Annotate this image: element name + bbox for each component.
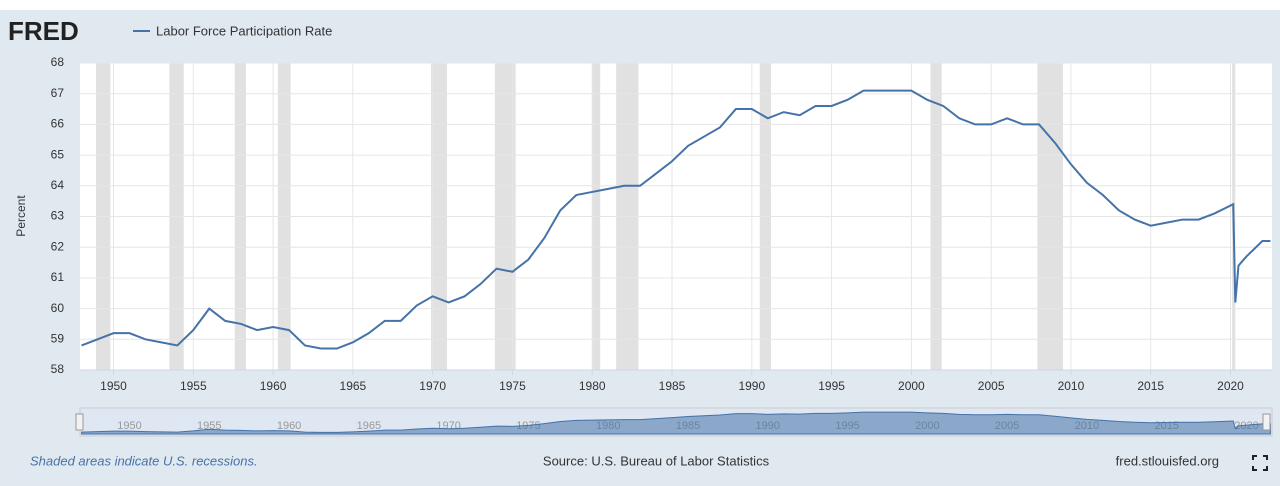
y-tick-label: 67 [51,86,65,100]
logo: FRED [8,16,79,46]
x-tick-label: 2010 [1058,379,1085,393]
x-tick-label: 2020 [1217,379,1244,393]
navigator-area [81,411,1271,435]
navigator-label: 1950 [117,420,141,432]
y-tick-label: 68 [51,55,65,69]
x-tick-label: 1950 [100,379,127,393]
x-tick-label: 2005 [978,379,1005,393]
x-tick-label: 1975 [499,379,526,393]
x-tick-label: 1960 [260,379,287,393]
navigator-label: 1960 [277,420,301,432]
site-url: fred.stlouisfed.org [1116,453,1219,468]
navigator-label: 1955 [197,420,221,432]
x-tick-label: 1970 [419,379,446,393]
x-tick-label: 1995 [818,379,845,393]
x-tick-label: 1955 [180,379,207,393]
x-tick-label: 1980 [579,379,606,393]
y-tick-label: 58 [51,362,65,376]
top-bar [0,0,1280,10]
y-tick-label: 66 [51,117,65,131]
y-tick-label: 62 [51,239,65,253]
x-tick-label: 1990 [738,379,765,393]
legend-label: Labor Force Participation Rate [156,23,332,38]
x-tick-label: 2015 [1137,379,1164,393]
navigator-label: 1965 [357,420,381,432]
x-tick-label: 1965 [340,379,367,393]
y-tick-label: 60 [51,301,65,315]
y-tick-label: 64 [51,178,65,192]
recession-note: Shaded areas indicate U.S. recessions. [30,453,258,468]
fullscreen-icon [1252,455,1268,471]
y-tick-label: 63 [51,209,65,223]
data-line [81,89,1271,350]
source: Source: U.S. Bureau of Labor Statistics [543,453,770,468]
navigator-handle [75,413,84,431]
y-tick-label: 61 [51,270,65,284]
y-tick-label: 59 [51,331,65,345]
y-tick-label: 65 [51,147,65,161]
x-tick-label: 2000 [898,379,925,393]
navigator-handle [1262,413,1271,431]
x-tick-label: 1985 [659,379,686,393]
y-axis-label: Percent [14,195,28,237]
